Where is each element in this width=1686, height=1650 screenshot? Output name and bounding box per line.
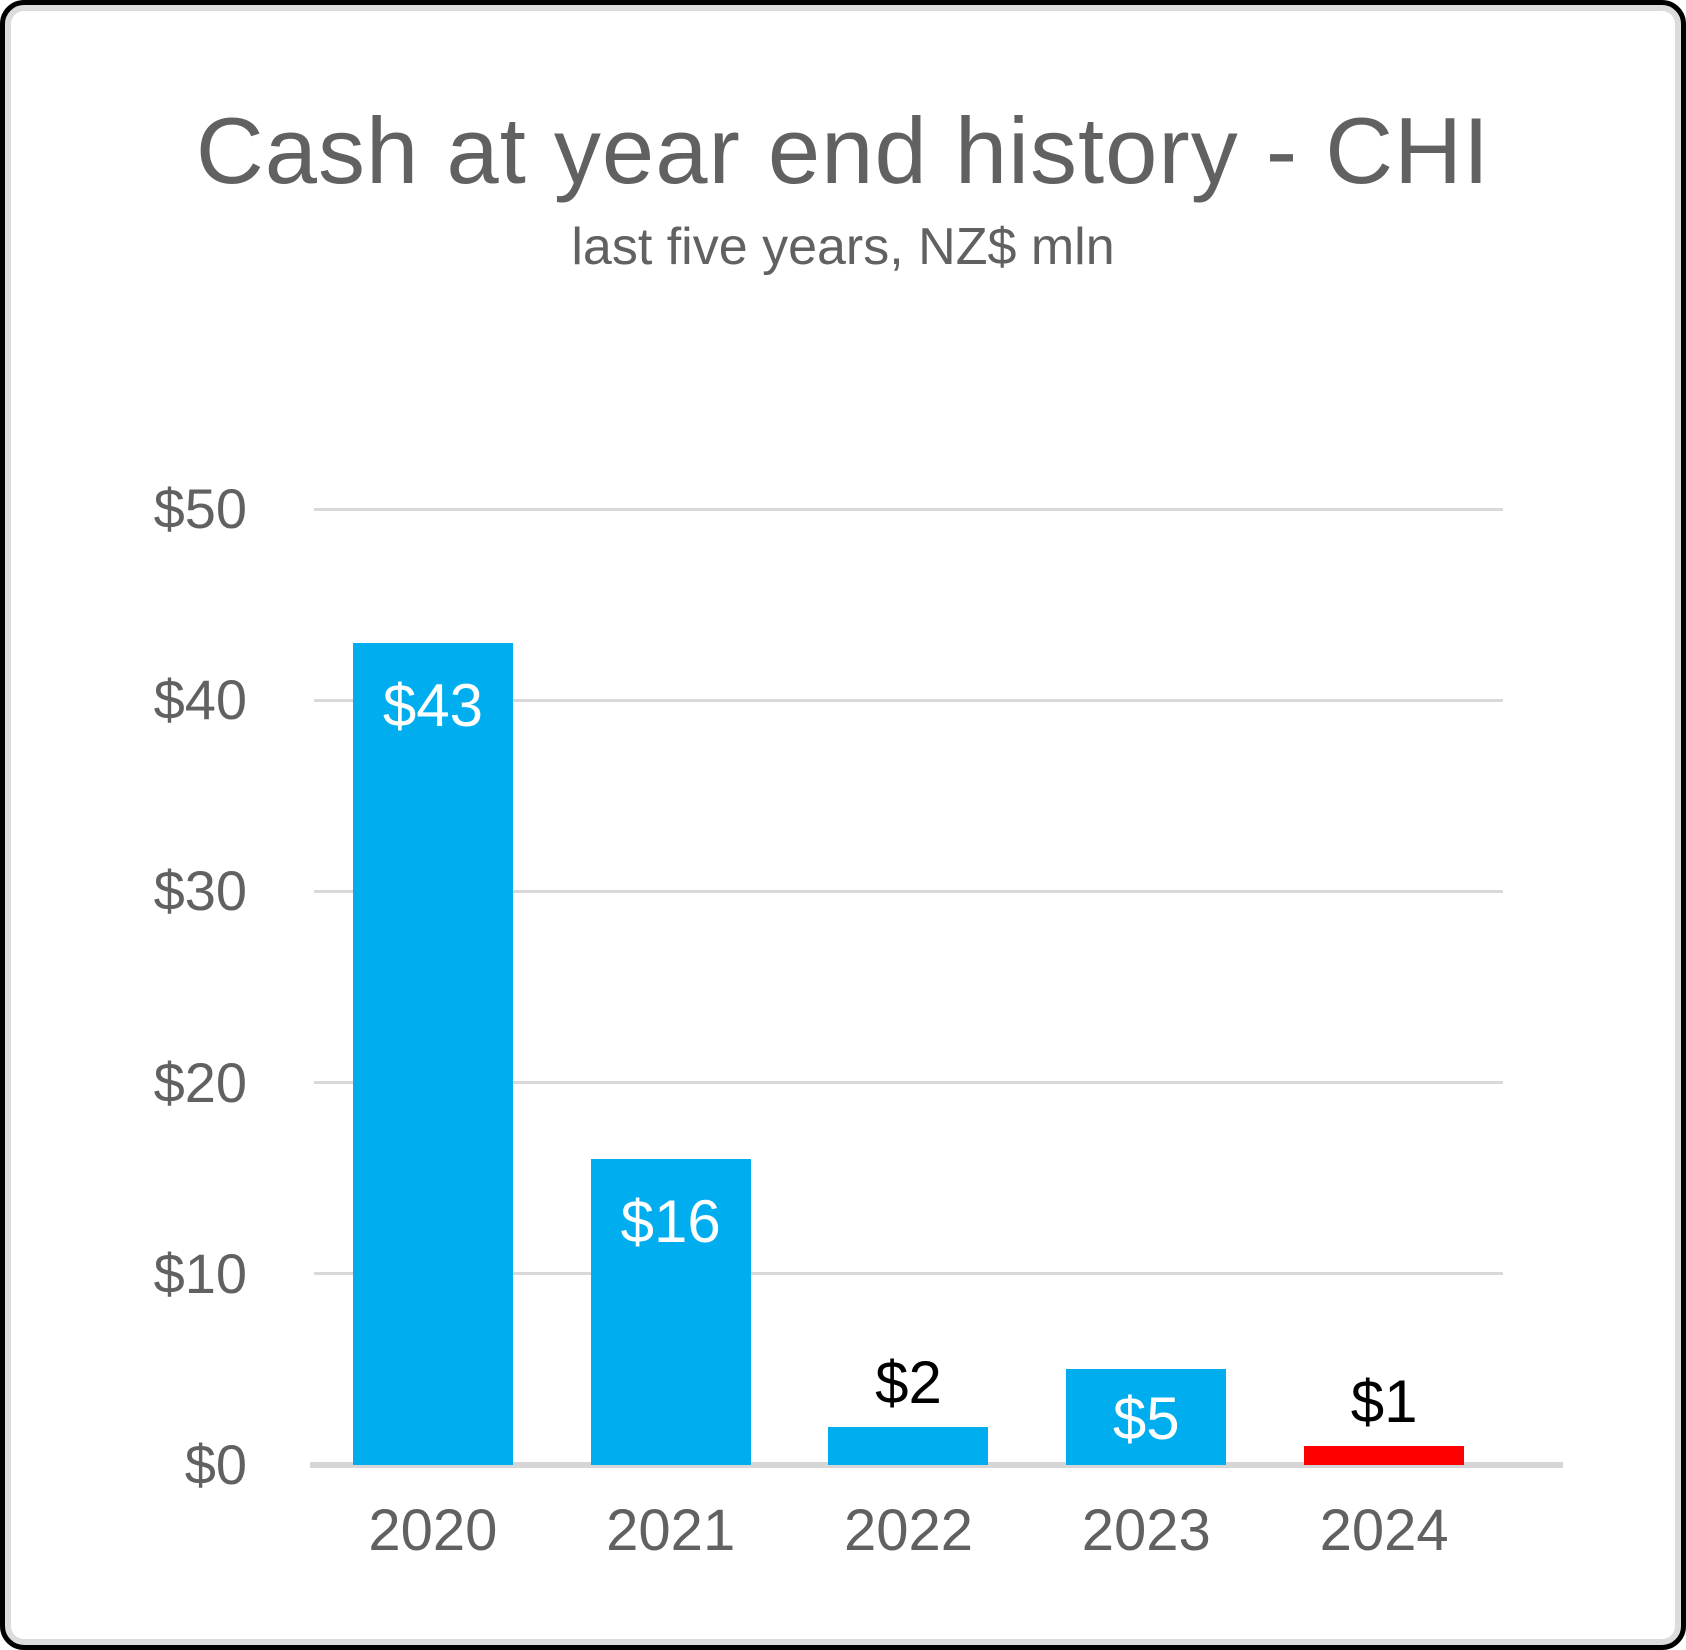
bar-slot-2024: $1 [1265, 509, 1503, 1465]
y-tick-label-20: $20 [153, 1050, 247, 1114]
gridline-10 [314, 1272, 1503, 1276]
bar-value-label-2023: $5 [1112, 1385, 1180, 1453]
gridline-20 [314, 1081, 1503, 1085]
bar-slot-2023: $5 [1027, 509, 1265, 1465]
bar-slot-2022: $2 [790, 509, 1028, 1465]
chart-subtitle: last five years, NZ$ mln [571, 218, 1115, 276]
y-tick-label-30: $30 [153, 859, 247, 923]
y-tick-label-0: $0 [184, 1433, 247, 1496]
x-tick-label-2021: 2021 [606, 1498, 736, 1563]
bar-slot-2020: $43 [314, 509, 552, 1465]
bar-value-label-2021: $16 [620, 1188, 721, 1256]
y-tick-label-10: $10 [153, 1241, 247, 1305]
x-tick-label-2024: 2024 [1319, 1498, 1449, 1563]
bar-value-label-2020: $43 [382, 671, 483, 739]
bar-2023: $5 [1066, 1369, 1227, 1465]
x-tick-label-2023: 2023 [1081, 1498, 1211, 1563]
y-tick-label-50: $50 [153, 477, 247, 540]
gridline-40 [314, 698, 1503, 702]
chart-title: Cash at year end history - CHI [195, 98, 1491, 203]
bar-2022 [828, 1426, 989, 1465]
bar-2021: $16 [590, 1159, 751, 1465]
bar-value-label-2024: $1 [1350, 1367, 1418, 1435]
bar-value-label-2022: $2 [875, 1348, 942, 1416]
y-tick-label-40: $40 [153, 668, 247, 732]
gridline-30 [314, 889, 1503, 893]
bar-slot-2021: $16 [552, 509, 790, 1465]
x-axis-baseline [310, 1462, 1563, 1468]
gridline-50 [314, 507, 1503, 511]
x-tick-label-2020: 2020 [368, 1498, 498, 1563]
plot-area: $43 $16 $2 $5 $1 [310, 507, 1563, 1468]
x-tick-label-2022: 2022 [843, 1498, 973, 1563]
bar-2024 [1304, 1445, 1465, 1465]
bar-2020: $43 [352, 642, 513, 1465]
